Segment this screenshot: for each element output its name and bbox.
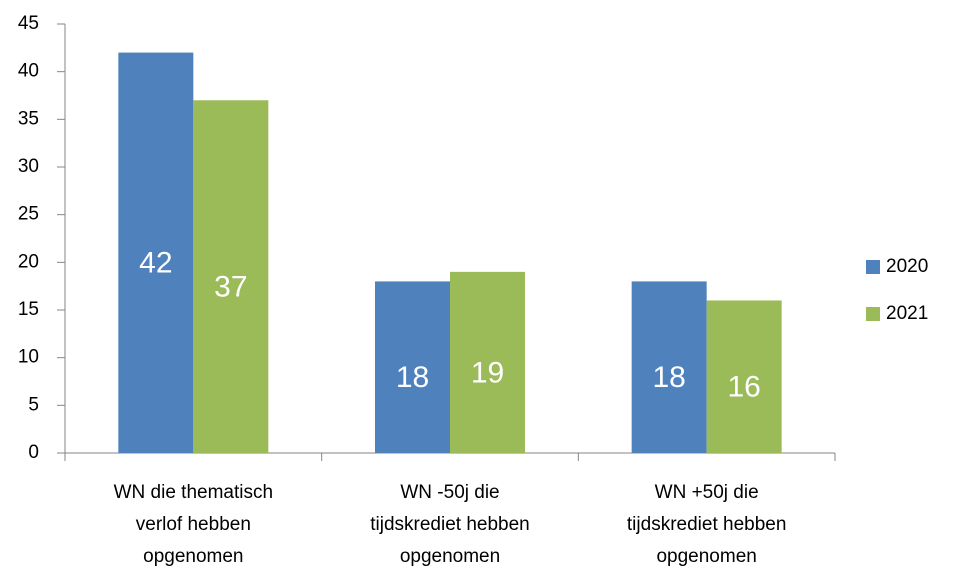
x-tick-label: tijdskrediet hebben — [627, 514, 787, 535]
x-tick-label: verlof hebben — [136, 514, 251, 535]
x-tick-label: WN +50j die — [655, 482, 759, 503]
data-label: 18 — [396, 361, 429, 394]
data-label: 42 — [139, 247, 172, 280]
y-tick-label: 30 — [18, 156, 39, 177]
x-tick-label: opgenomen — [656, 546, 756, 567]
data-label: 18 — [652, 361, 685, 394]
legend-swatch — [866, 260, 880, 274]
legend-label: 2020 — [886, 256, 928, 277]
y-tick-label: 45 — [18, 13, 39, 34]
bar — [706, 300, 782, 453]
y-tick-label: 35 — [18, 108, 39, 129]
y-tick-label: 20 — [18, 251, 39, 272]
legend-label: 2021 — [886, 303, 928, 324]
bar — [375, 281, 450, 453]
legend-swatch — [866, 307, 880, 321]
y-tick-label: 40 — [18, 61, 39, 82]
bar — [193, 100, 269, 454]
x-tick-label: opgenomen — [143, 546, 243, 567]
x-tick-label: WN -50j die — [400, 482, 499, 503]
data-label: 37 — [214, 271, 247, 304]
y-tick-label: 10 — [18, 347, 39, 368]
y-tick-label: 5 — [28, 394, 39, 415]
y-tick-label: 0 — [28, 442, 39, 463]
bar — [118, 52, 194, 453]
data-label: 16 — [727, 371, 760, 404]
x-tick-label: tijdskrediet hebben — [370, 514, 530, 535]
bar — [631, 281, 707, 453]
bar — [450, 271, 525, 453]
x-tick-label: opgenomen — [400, 546, 500, 567]
y-tick-label: 15 — [18, 299, 39, 320]
y-tick-label: 25 — [18, 204, 39, 225]
data-label: 19 — [471, 356, 504, 389]
x-tick-label: WN die thematisch — [114, 482, 273, 503]
